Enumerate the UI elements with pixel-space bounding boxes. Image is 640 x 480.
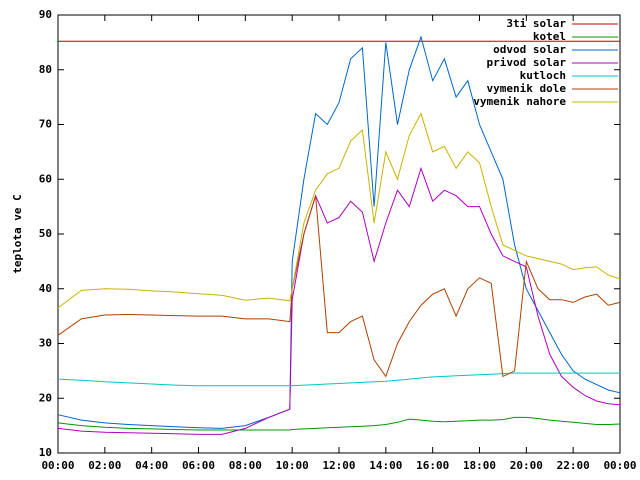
y-tick-label: 90 [39,8,52,21]
y-tick-label: 60 [39,172,52,185]
legend-label: kotel [533,30,566,43]
x-tick-label: 08:00 [229,459,262,472]
y-tick-label: 40 [39,282,52,295]
x-tick-label: 06:00 [182,459,215,472]
y-tick-label: 30 [39,337,52,350]
series-line [57,195,621,378]
x-tick-label: 16:00 [416,459,449,472]
y-tick-label: 20 [39,391,52,404]
x-tick-label: 04:00 [135,459,168,472]
legend-label: 3ti solar [506,17,566,30]
series-line [57,35,621,429]
y-tick-label: 10 [39,446,52,459]
x-tick-label: 02:00 [88,459,121,472]
series-line [57,372,620,387]
y-tick-label: 80 [39,63,52,76]
x-tick-label: 20:00 [510,459,543,472]
series-line [57,166,621,435]
y-tick-label: 70 [39,118,52,131]
legend-label: kutloch [520,69,566,82]
legend-label: vymenik nahore [473,95,566,108]
x-tick-label: 18:00 [463,459,496,472]
series-line [57,416,621,431]
legend-label: vymenik dole [487,82,567,95]
x-tick-label: 14:00 [369,459,402,472]
legend-label: odvod solar [493,43,566,56]
x-tick-label: 22:00 [557,459,590,472]
y-axis-label: teplota ve C [11,194,24,273]
y-tick-label: 50 [39,227,52,240]
x-tick-label: 00:00 [41,459,74,472]
x-tick-label: 00:00 [603,459,636,472]
x-tick-label: 10:00 [276,459,309,472]
series-line [57,112,621,309]
legend-label: privod solar [487,56,567,69]
x-tick-label: 12:00 [322,459,355,472]
